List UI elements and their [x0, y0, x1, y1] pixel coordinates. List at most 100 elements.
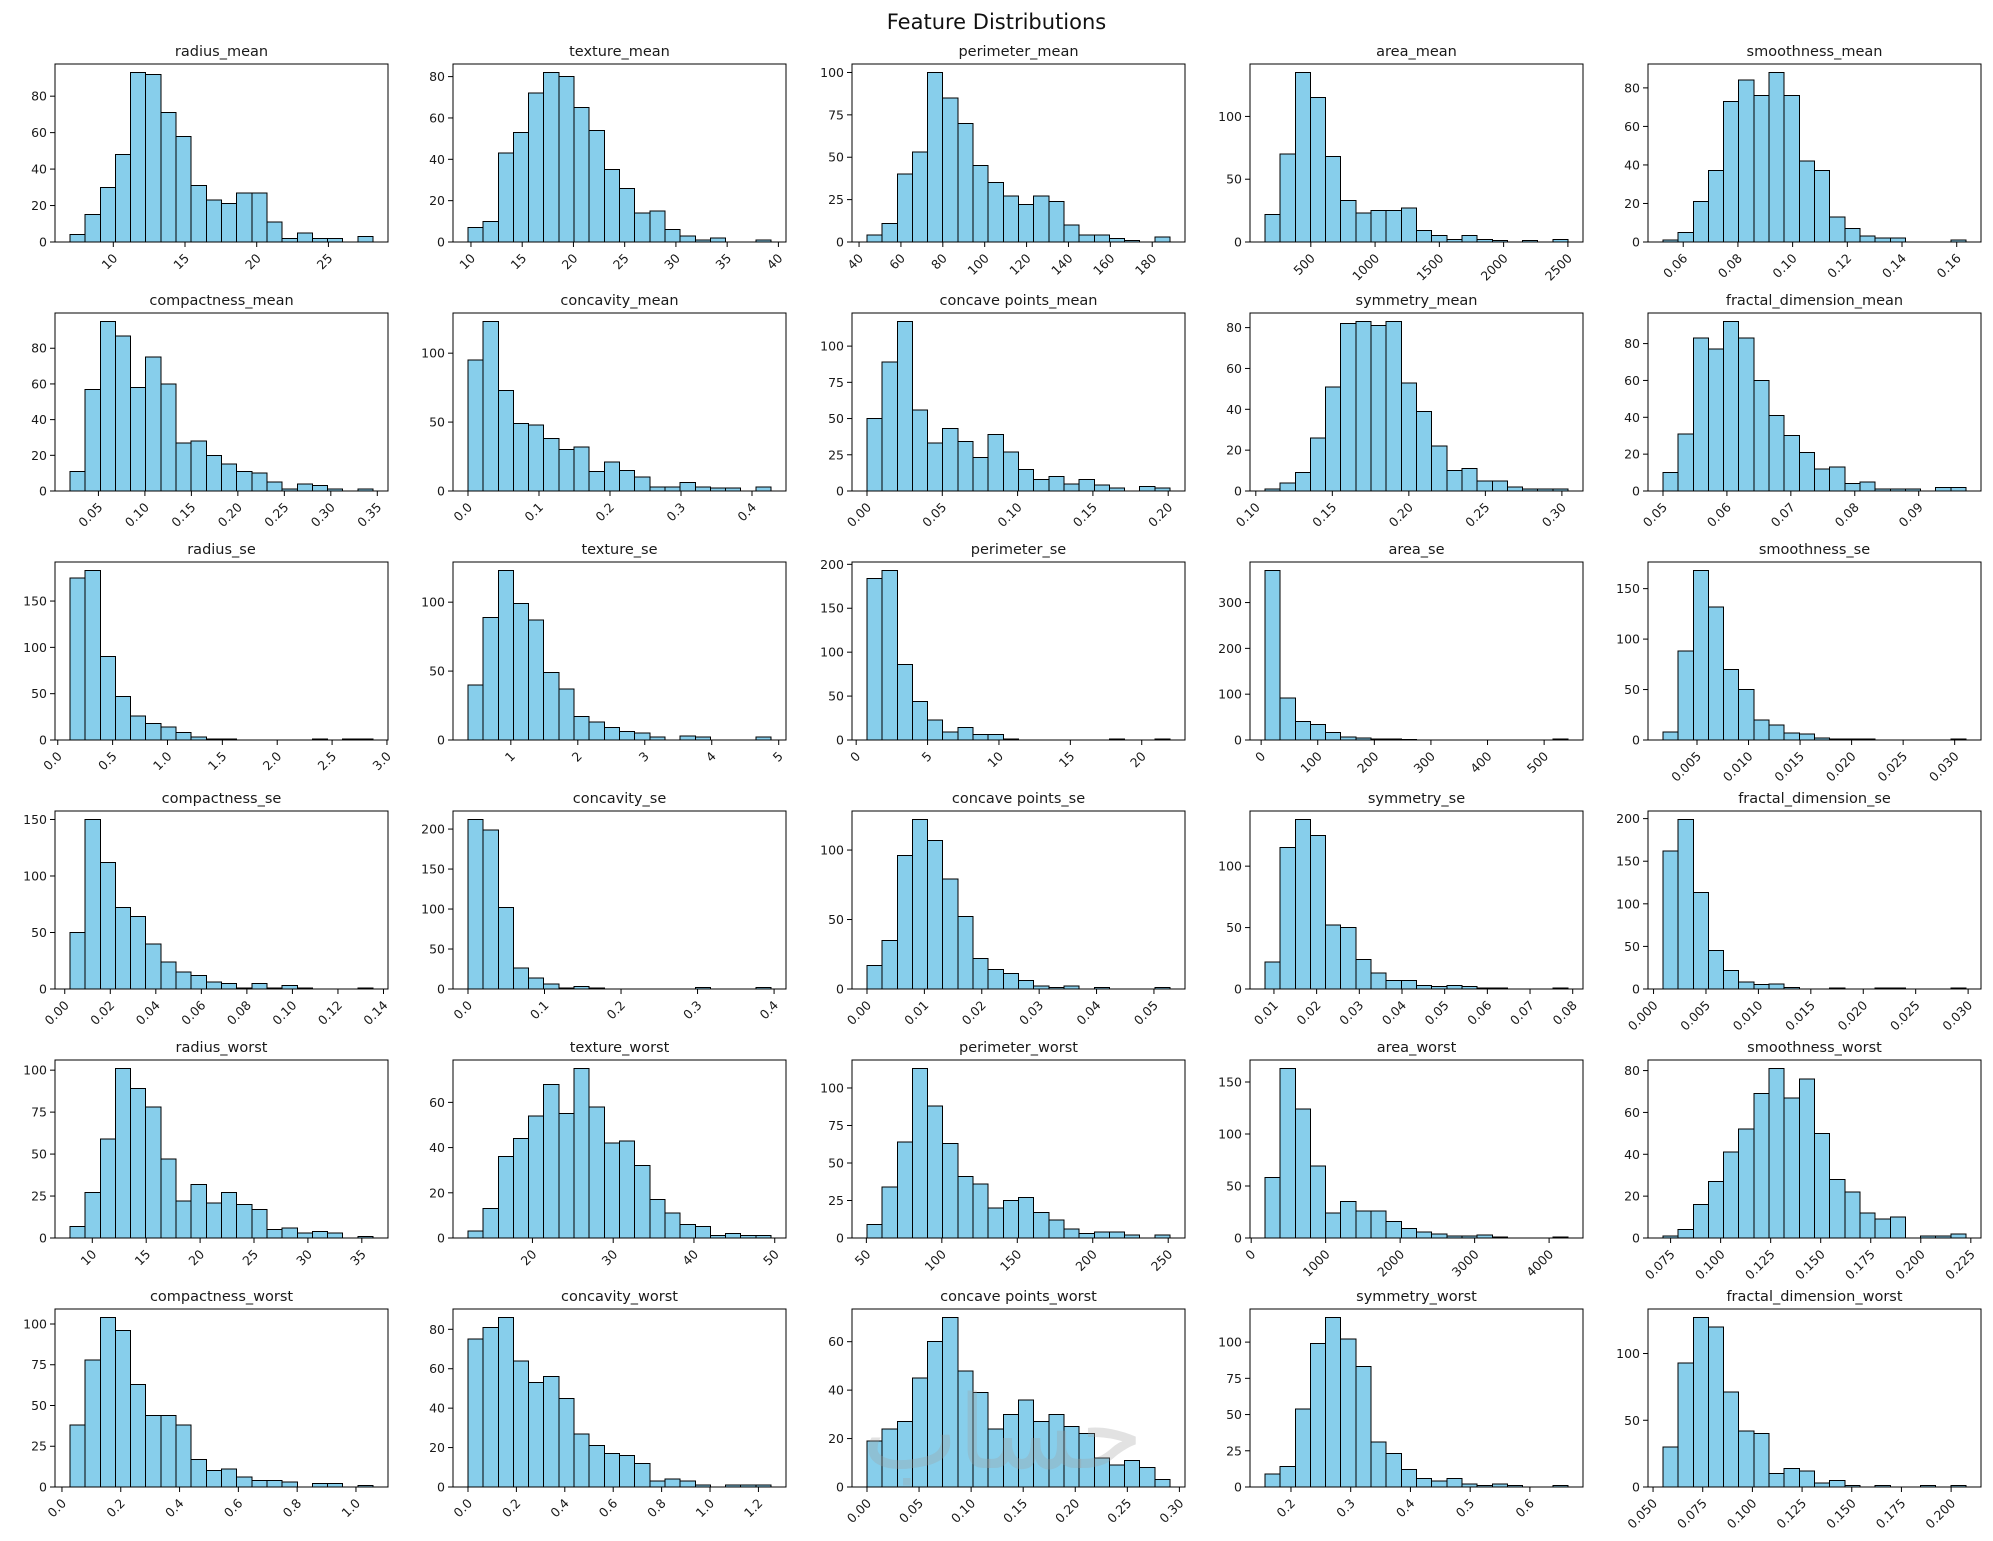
y-tick-label: 0	[1632, 484, 1640, 499]
histogram-bar	[1294, 1408, 1311, 1488]
subplot-title: symmetry_worst	[1356, 1289, 1477, 1305]
x-tick-label: 0.5	[1452, 1496, 1477, 1521]
histogram-fractal_dimension_worst: fractal_dimension_worst 0 50 100 0.050 0.075 0…	[1616, 1289, 1982, 1531]
y-tick-label: 20	[429, 1440, 445, 1455]
histogram-bar	[130, 916, 147, 990]
histogram-bar	[130, 715, 147, 741]
histogram-bar	[513, 1360, 530, 1488]
subplot-area_mean: area_mean 0 50 100 500 1000 1500 2000 2500	[1196, 42, 1594, 291]
subplot-title: smoothness_mean	[1747, 44, 1883, 60]
x-tick-label: 50	[760, 1246, 782, 1268]
histogram-bar	[1078, 478, 1095, 492]
plot-border	[452, 561, 787, 741]
y-tick-label: 80	[31, 89, 47, 104]
y-tick-label: 50	[1226, 920, 1242, 935]
y-tick-label: 0	[836, 982, 844, 997]
histogram-bar	[1677, 818, 1694, 990]
histogram-bar	[205, 199, 223, 243]
histogram-bar	[1446, 984, 1463, 990]
histogram-bar	[1783, 1467, 1800, 1488]
histogram-bar	[987, 1207, 1004, 1239]
x-tick-label: 1000	[1299, 1246, 1332, 1279]
y-tick-label: 100	[820, 645, 844, 660]
x-tick-label: 30	[599, 1246, 621, 1268]
x-tick-label: 1000	[1349, 250, 1382, 283]
x-tick-label: 0.05	[1421, 998, 1451, 1028]
histogram-bar	[1309, 834, 1326, 990]
histogram-bar	[619, 469, 636, 492]
histogram-bar	[1309, 1165, 1326, 1239]
y-tick-label: 0	[437, 1231, 445, 1246]
y-tick-label: 50	[1226, 172, 1242, 187]
y-tick-label: 60	[31, 376, 47, 391]
histogram-bar	[664, 229, 681, 243]
histogram-bar	[604, 727, 621, 741]
plot-border	[851, 312, 1185, 492]
histogram-bar	[1692, 892, 1709, 990]
histogram-bar	[941, 1142, 958, 1239]
histogram-smoothness_worst: smoothness_worst 0 20 40 60 80 0.075 0.100 0.125…	[1624, 1040, 1982, 1282]
histogram-bar	[956, 1175, 974, 1239]
y-tick-label: 60	[429, 1095, 445, 1110]
histogram-bar	[1017, 468, 1034, 492]
y-tick-label: 20	[1624, 447, 1640, 462]
subplot-title: concavity_mean	[561, 293, 679, 309]
histogram-bar	[1093, 234, 1110, 243]
histogram-bar	[266, 481, 283, 492]
histogram-bar	[1677, 1362, 1694, 1488]
subplot-title: concavity_worst	[561, 1289, 678, 1305]
x-tick-label: 0.08	[1832, 499, 1862, 529]
histogram-bar	[513, 967, 530, 990]
histogram-compactness_mean: compactness_mean 0 20 40 60 80 0.05 0.10 0.15 0.2…	[31, 293, 389, 530]
x-tick-label: 120	[1006, 250, 1034, 278]
histogram-bar	[1491, 480, 1508, 492]
x-tick-label: 200	[1354, 748, 1382, 776]
histogram-perimeter_worst: perimeter_worst 0 25 50 75 100 50 100 150 200 250	[820, 1040, 1185, 1274]
histogram-bar	[1355, 320, 1372, 492]
x-tick-label: 0.15	[1309, 500, 1339, 530]
histogram-bar	[251, 1208, 268, 1239]
histogram-bar	[160, 726, 177, 741]
histogram-bar	[1294, 472, 1311, 492]
histogram-bar	[1692, 569, 1709, 741]
histogram-bar	[1355, 1366, 1372, 1488]
histogram-bar	[987, 734, 1004, 741]
plot-border	[1249, 810, 1584, 990]
histogram-bar	[467, 1230, 484, 1239]
histogram-bar	[1309, 1343, 1326, 1488]
histogram-bar	[725, 1232, 742, 1239]
y-tick-label: 100	[820, 1080, 844, 1095]
x-tick-label: 4000	[1523, 1246, 1556, 1279]
x-tick-label: 0.08	[224, 997, 254, 1027]
histogram-bar	[1859, 481, 1876, 492]
histogram-bar	[528, 619, 545, 741]
histogram-bar	[573, 716, 590, 741]
histogram-bar	[498, 152, 515, 243]
y-tick-label: 75	[31, 1105, 47, 1120]
histogram-bar	[1324, 1212, 1341, 1239]
y-tick-label: 100	[421, 595, 445, 610]
histogram-compactness_worst: compactness_worst 0 25 50 75 100 0.0 0.2 0.4 0.6 0…	[23, 1289, 389, 1520]
x-tick-label: 1500	[1413, 250, 1446, 283]
histogram-bar	[1385, 320, 1402, 492]
y-tick-label: 60	[429, 1361, 445, 1376]
histogram-bar	[190, 184, 207, 243]
histogram-bar	[972, 165, 989, 243]
y-tick-label: 150	[820, 601, 844, 616]
histogram-bar	[1430, 235, 1448, 243]
y-tick-label: 100	[820, 65, 844, 80]
x-tick-label: 20	[1127, 748, 1149, 770]
subplot-compactness_se: compactness_se 0 50 100 150 0.00 0.02 0.04 0.06 0…	[1, 789, 399, 1038]
x-tick-label: 0.16	[1934, 250, 1964, 280]
histogram-bar	[1768, 1067, 1785, 1239]
y-tick-label: 0	[39, 235, 47, 250]
histogram-bar	[175, 1200, 192, 1239]
y-tick-label: 40	[31, 412, 47, 427]
x-tick-label: 500	[1524, 748, 1552, 776]
y-tick-label: 40	[1624, 157, 1640, 172]
plot-border	[1249, 312, 1584, 492]
x-tick-label: 0.15	[1000, 1496, 1030, 1526]
histogram-bar	[1446, 470, 1463, 492]
y-tick-label: 50	[429, 942, 445, 957]
histogram-bar	[1294, 1108, 1311, 1239]
